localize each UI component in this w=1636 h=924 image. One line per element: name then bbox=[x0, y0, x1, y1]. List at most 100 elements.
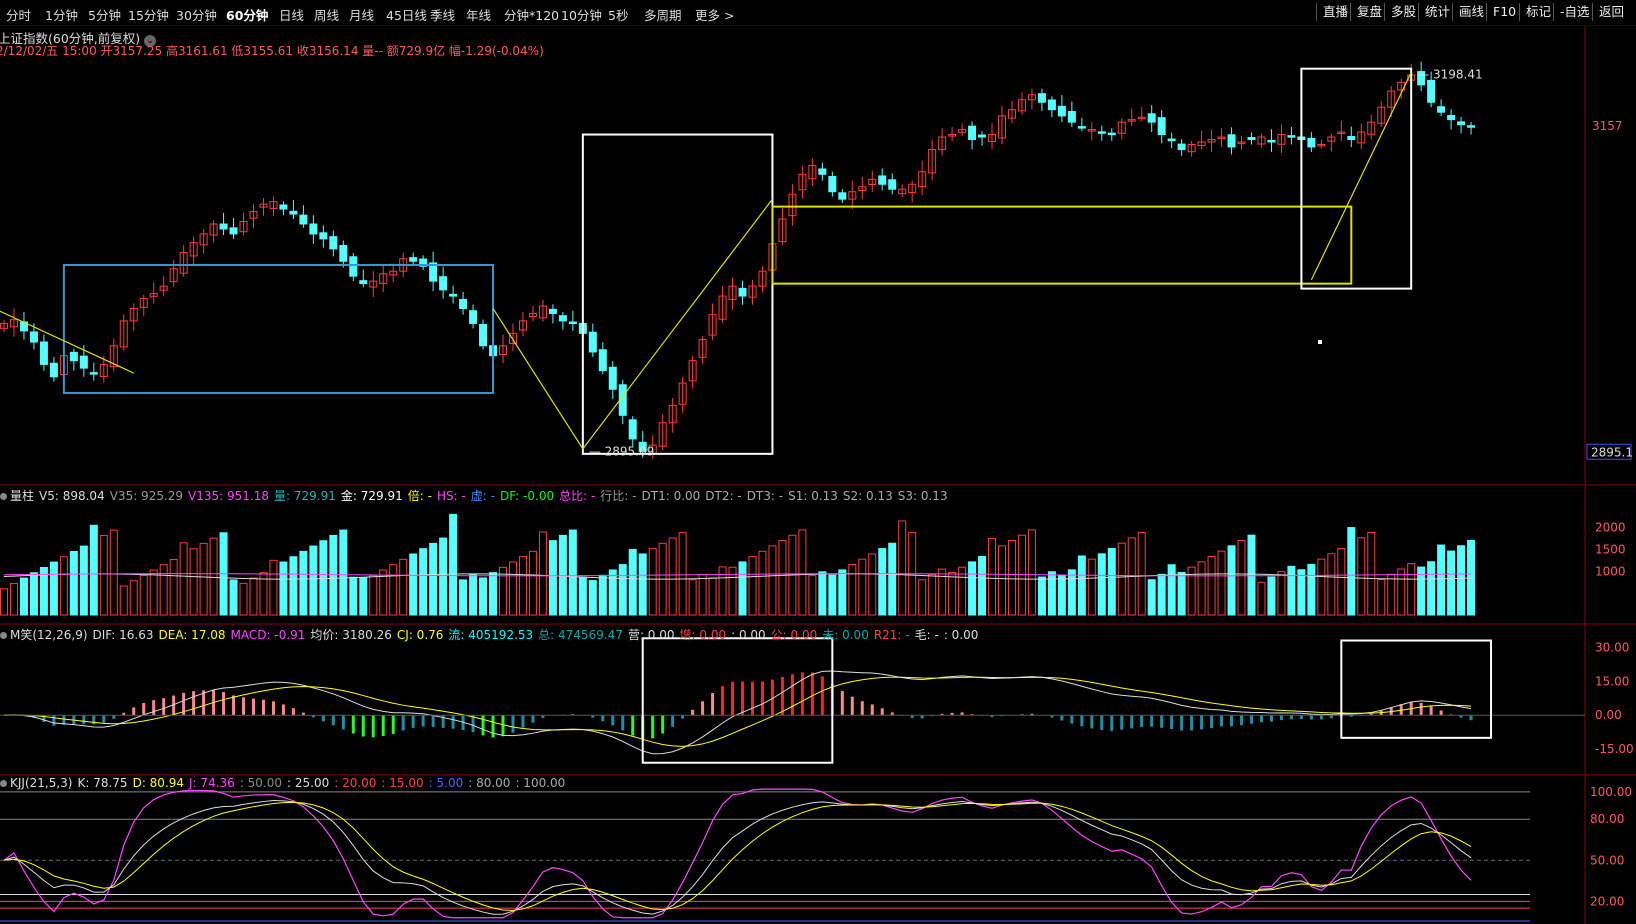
candle-body bbox=[818, 168, 827, 175]
volume-bar bbox=[978, 556, 987, 616]
volume-bar bbox=[858, 558, 867, 616]
volume-bar bbox=[49, 561, 58, 616]
candle-body bbox=[538, 305, 547, 319]
timeframe-tab-6[interactable]: 日线 bbox=[279, 8, 305, 23]
volume-bar bbox=[1077, 555, 1086, 616]
volume-bar bbox=[678, 532, 687, 616]
tool-button-0[interactable]: 直播 bbox=[1316, 3, 1354, 21]
volume-bar bbox=[988, 537, 997, 616]
candle-body bbox=[1147, 113, 1156, 123]
volume-bar bbox=[968, 561, 977, 616]
candle-body bbox=[339, 244, 348, 262]
volume-bar bbox=[339, 529, 348, 616]
timeframe-tab-11[interactable]: 年线 bbox=[466, 8, 492, 23]
timeframe-tab-7[interactable]: 周线 bbox=[314, 8, 340, 23]
panel-toggle-icon[interactable] bbox=[0, 780, 7, 787]
timeframe-tab-14[interactable]: 5秒 bbox=[608, 8, 629, 23]
timeframe-tab-12[interactable]: 分钟*120 bbox=[504, 8, 560, 23]
candle-body bbox=[1017, 99, 1026, 112]
tool-button-3[interactable]: 统计 bbox=[1418, 3, 1456, 21]
panel-toggle-icon[interactable] bbox=[0, 493, 7, 500]
legend-item: MACD: -0.91 bbox=[230, 628, 306, 642]
volume-bar bbox=[229, 579, 238, 616]
candle-body bbox=[1267, 139, 1276, 143]
volume-bar bbox=[99, 534, 108, 616]
timeframe-tab-8[interactable]: 月线 bbox=[349, 8, 375, 23]
candle-body bbox=[698, 339, 707, 358]
rally-box-white-2 bbox=[1300, 67, 1413, 290]
candle-body bbox=[449, 293, 458, 297]
candle-body bbox=[379, 273, 388, 284]
tool-button-2[interactable]: 多股 bbox=[1384, 3, 1422, 21]
volume-bar bbox=[1417, 566, 1426, 616]
timeframe-tab-5[interactable]: 60分钟 bbox=[226, 8, 269, 23]
candle-body bbox=[69, 351, 78, 362]
volume-bar bbox=[289, 556, 298, 616]
volume-bar bbox=[489, 572, 498, 616]
tool-button-7[interactable]: -自选 bbox=[1553, 3, 1596, 21]
tool-button-8[interactable]: 返回 bbox=[1592, 3, 1630, 21]
timeframe-tab-2[interactable]: 5分钟 bbox=[88, 8, 121, 23]
legend-item: J: 74.36 bbox=[189, 776, 235, 790]
volume-bar bbox=[139, 574, 148, 616]
candle-body bbox=[1227, 134, 1236, 148]
tool-button-1[interactable]: 复盘 bbox=[1350, 3, 1388, 21]
candle-body bbox=[79, 355, 88, 369]
legend-item: S2: 0.13 bbox=[842, 489, 893, 503]
timeframe-tab-13[interactable]: 10分钟 bbox=[561, 8, 602, 23]
tool-button-4[interactable]: 画线 bbox=[1452, 3, 1490, 21]
timeframe-tab-0[interactable]: 分时 bbox=[6, 8, 32, 23]
candle-body bbox=[998, 115, 1006, 139]
legend-item: S1: 0.13 bbox=[788, 489, 838, 503]
volume-bar bbox=[588, 580, 597, 616]
volume-bar bbox=[1007, 540, 1016, 616]
candle-body bbox=[139, 298, 148, 308]
tool-button-5[interactable]: F10 bbox=[1486, 3, 1522, 21]
candle-body bbox=[918, 171, 927, 187]
volume-bar bbox=[299, 550, 308, 616]
candle-body bbox=[499, 345, 507, 356]
candle-body bbox=[369, 280, 378, 288]
candle-body bbox=[219, 223, 228, 230]
volume-bar bbox=[379, 569, 388, 616]
timeframe-tab-10[interactable]: 季线 bbox=[430, 8, 456, 23]
timeframe-tab-3[interactable]: 15分钟 bbox=[128, 8, 169, 23]
timeframe-tab-9[interactable]: 45日线 bbox=[386, 8, 427, 23]
timeframe-tab-15[interactable]: 多周期 bbox=[644, 8, 682, 23]
chevron-down-icon[interactable]: ⌄ bbox=[144, 35, 157, 47]
macd-dea-line bbox=[3, 676, 1472, 747]
legend-item: 流: 405192.53 bbox=[448, 628, 534, 642]
volume-bar bbox=[838, 569, 847, 616]
candle-body bbox=[319, 232, 328, 240]
volume-bar bbox=[958, 566, 967, 616]
volume-bar bbox=[409, 553, 418, 616]
volume-bar bbox=[1137, 532, 1146, 616]
candle-body bbox=[758, 270, 767, 287]
legend-item: 增: 0.00 bbox=[679, 628, 727, 642]
candle-body bbox=[508, 332, 517, 345]
candle-body bbox=[209, 223, 218, 236]
candle-body bbox=[738, 287, 747, 297]
candle-body bbox=[828, 176, 837, 193]
candle-body bbox=[718, 295, 727, 320]
candle-body bbox=[1427, 79, 1436, 103]
timeframe-tab-16[interactable]: 更多 > bbox=[695, 8, 735, 23]
candle-body bbox=[1207, 139, 1216, 143]
timeframe-tab-4[interactable]: 30分钟 bbox=[176, 8, 217, 23]
candle-body bbox=[89, 372, 98, 375]
tool-button-6[interactable]: 标记 bbox=[1519, 3, 1557, 21]
consolidation-box-blue bbox=[62, 264, 495, 394]
volume-bar bbox=[319, 540, 328, 616]
candle-body bbox=[1307, 137, 1316, 148]
volume-bar bbox=[459, 579, 468, 616]
volume-bar bbox=[479, 577, 488, 616]
volume-bar bbox=[159, 564, 168, 616]
candle-body bbox=[249, 211, 258, 219]
volume-bar bbox=[399, 558, 408, 616]
volume-bar bbox=[1437, 544, 1446, 616]
candle-body bbox=[0, 322, 8, 329]
volume-bar bbox=[1387, 573, 1396, 616]
timeframe-tab-1[interactable]: 1分钟 bbox=[45, 8, 78, 23]
panel-toggle-icon[interactable] bbox=[0, 632, 7, 639]
candle-body bbox=[289, 210, 298, 215]
